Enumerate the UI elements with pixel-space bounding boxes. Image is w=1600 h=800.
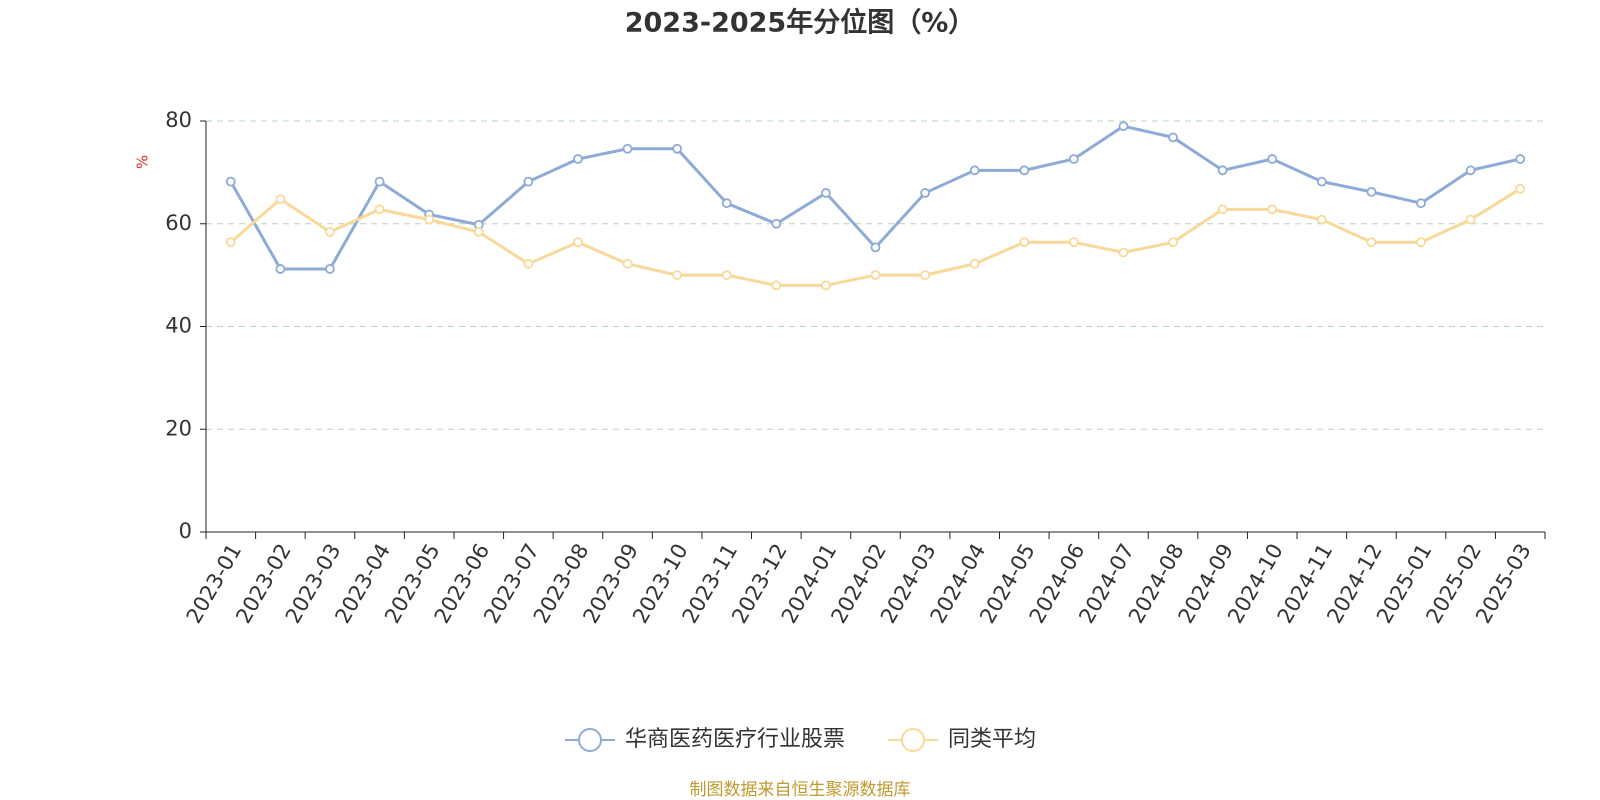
data-point xyxy=(523,258,534,269)
data-point xyxy=(473,227,484,237)
legend-marker xyxy=(901,728,925,752)
data-point xyxy=(1316,176,1327,187)
data-point xyxy=(1068,237,1079,248)
chart-title: 2023-2025年分位图（%） xyxy=(625,7,976,39)
data-point xyxy=(771,280,782,291)
y-tick-label: 20 xyxy=(165,416,192,440)
data-point xyxy=(672,143,683,154)
data-point xyxy=(672,270,683,281)
data-point xyxy=(622,258,633,269)
data-point xyxy=(1366,186,1377,197)
data-point xyxy=(1267,154,1278,164)
data-point xyxy=(1019,165,1030,176)
data-point xyxy=(1068,154,1079,164)
y-tick-label: 40 xyxy=(165,314,192,338)
data-point xyxy=(225,237,236,248)
data-point xyxy=(1168,237,1178,248)
data-point xyxy=(1118,247,1129,258)
data-point xyxy=(1267,204,1278,215)
data-point xyxy=(1465,214,1476,225)
data-point xyxy=(1366,237,1377,248)
data-point xyxy=(622,143,633,154)
data-point xyxy=(771,218,782,229)
data-point xyxy=(920,188,930,198)
y-axis-label: % xyxy=(134,155,152,169)
data-point xyxy=(721,198,732,209)
data-point xyxy=(920,270,930,281)
data-point xyxy=(870,270,881,281)
data-point xyxy=(969,165,980,176)
data-point xyxy=(225,176,236,187)
data-point xyxy=(1416,198,1426,209)
data-point xyxy=(325,264,335,274)
data-point xyxy=(1515,183,1526,194)
data-point xyxy=(1217,165,1228,176)
legend-marker xyxy=(578,728,602,752)
data-point xyxy=(1515,154,1526,164)
y-tick-label: 80 xyxy=(165,108,192,132)
data-point xyxy=(1217,204,1228,215)
data-point xyxy=(1168,132,1178,143)
y-tick-label: 60 xyxy=(165,211,192,235)
data-point xyxy=(1465,165,1476,176)
data-point xyxy=(523,176,534,187)
source-note: 制图数据来自恒生聚源数据库 xyxy=(690,780,911,800)
data-point xyxy=(573,154,583,164)
data-point xyxy=(1118,121,1129,132)
y-tick-label: 0 xyxy=(179,519,192,543)
data-point xyxy=(424,214,435,225)
data-point xyxy=(1416,237,1426,248)
data-point xyxy=(1316,214,1327,225)
data-point xyxy=(821,280,831,291)
data-point xyxy=(374,204,385,215)
data-point xyxy=(721,270,732,281)
data-point xyxy=(573,237,583,248)
data-point xyxy=(275,194,286,204)
data-point xyxy=(870,242,881,253)
data-point xyxy=(821,188,831,198)
legend-label: 同类平均 xyxy=(948,727,1036,752)
data-point xyxy=(969,258,980,269)
data-point xyxy=(325,227,335,237)
data-point xyxy=(275,264,286,274)
data-point xyxy=(1019,237,1030,248)
data-point xyxy=(374,176,385,187)
legend-label: 华商医药医疗行业股票 xyxy=(625,727,845,752)
